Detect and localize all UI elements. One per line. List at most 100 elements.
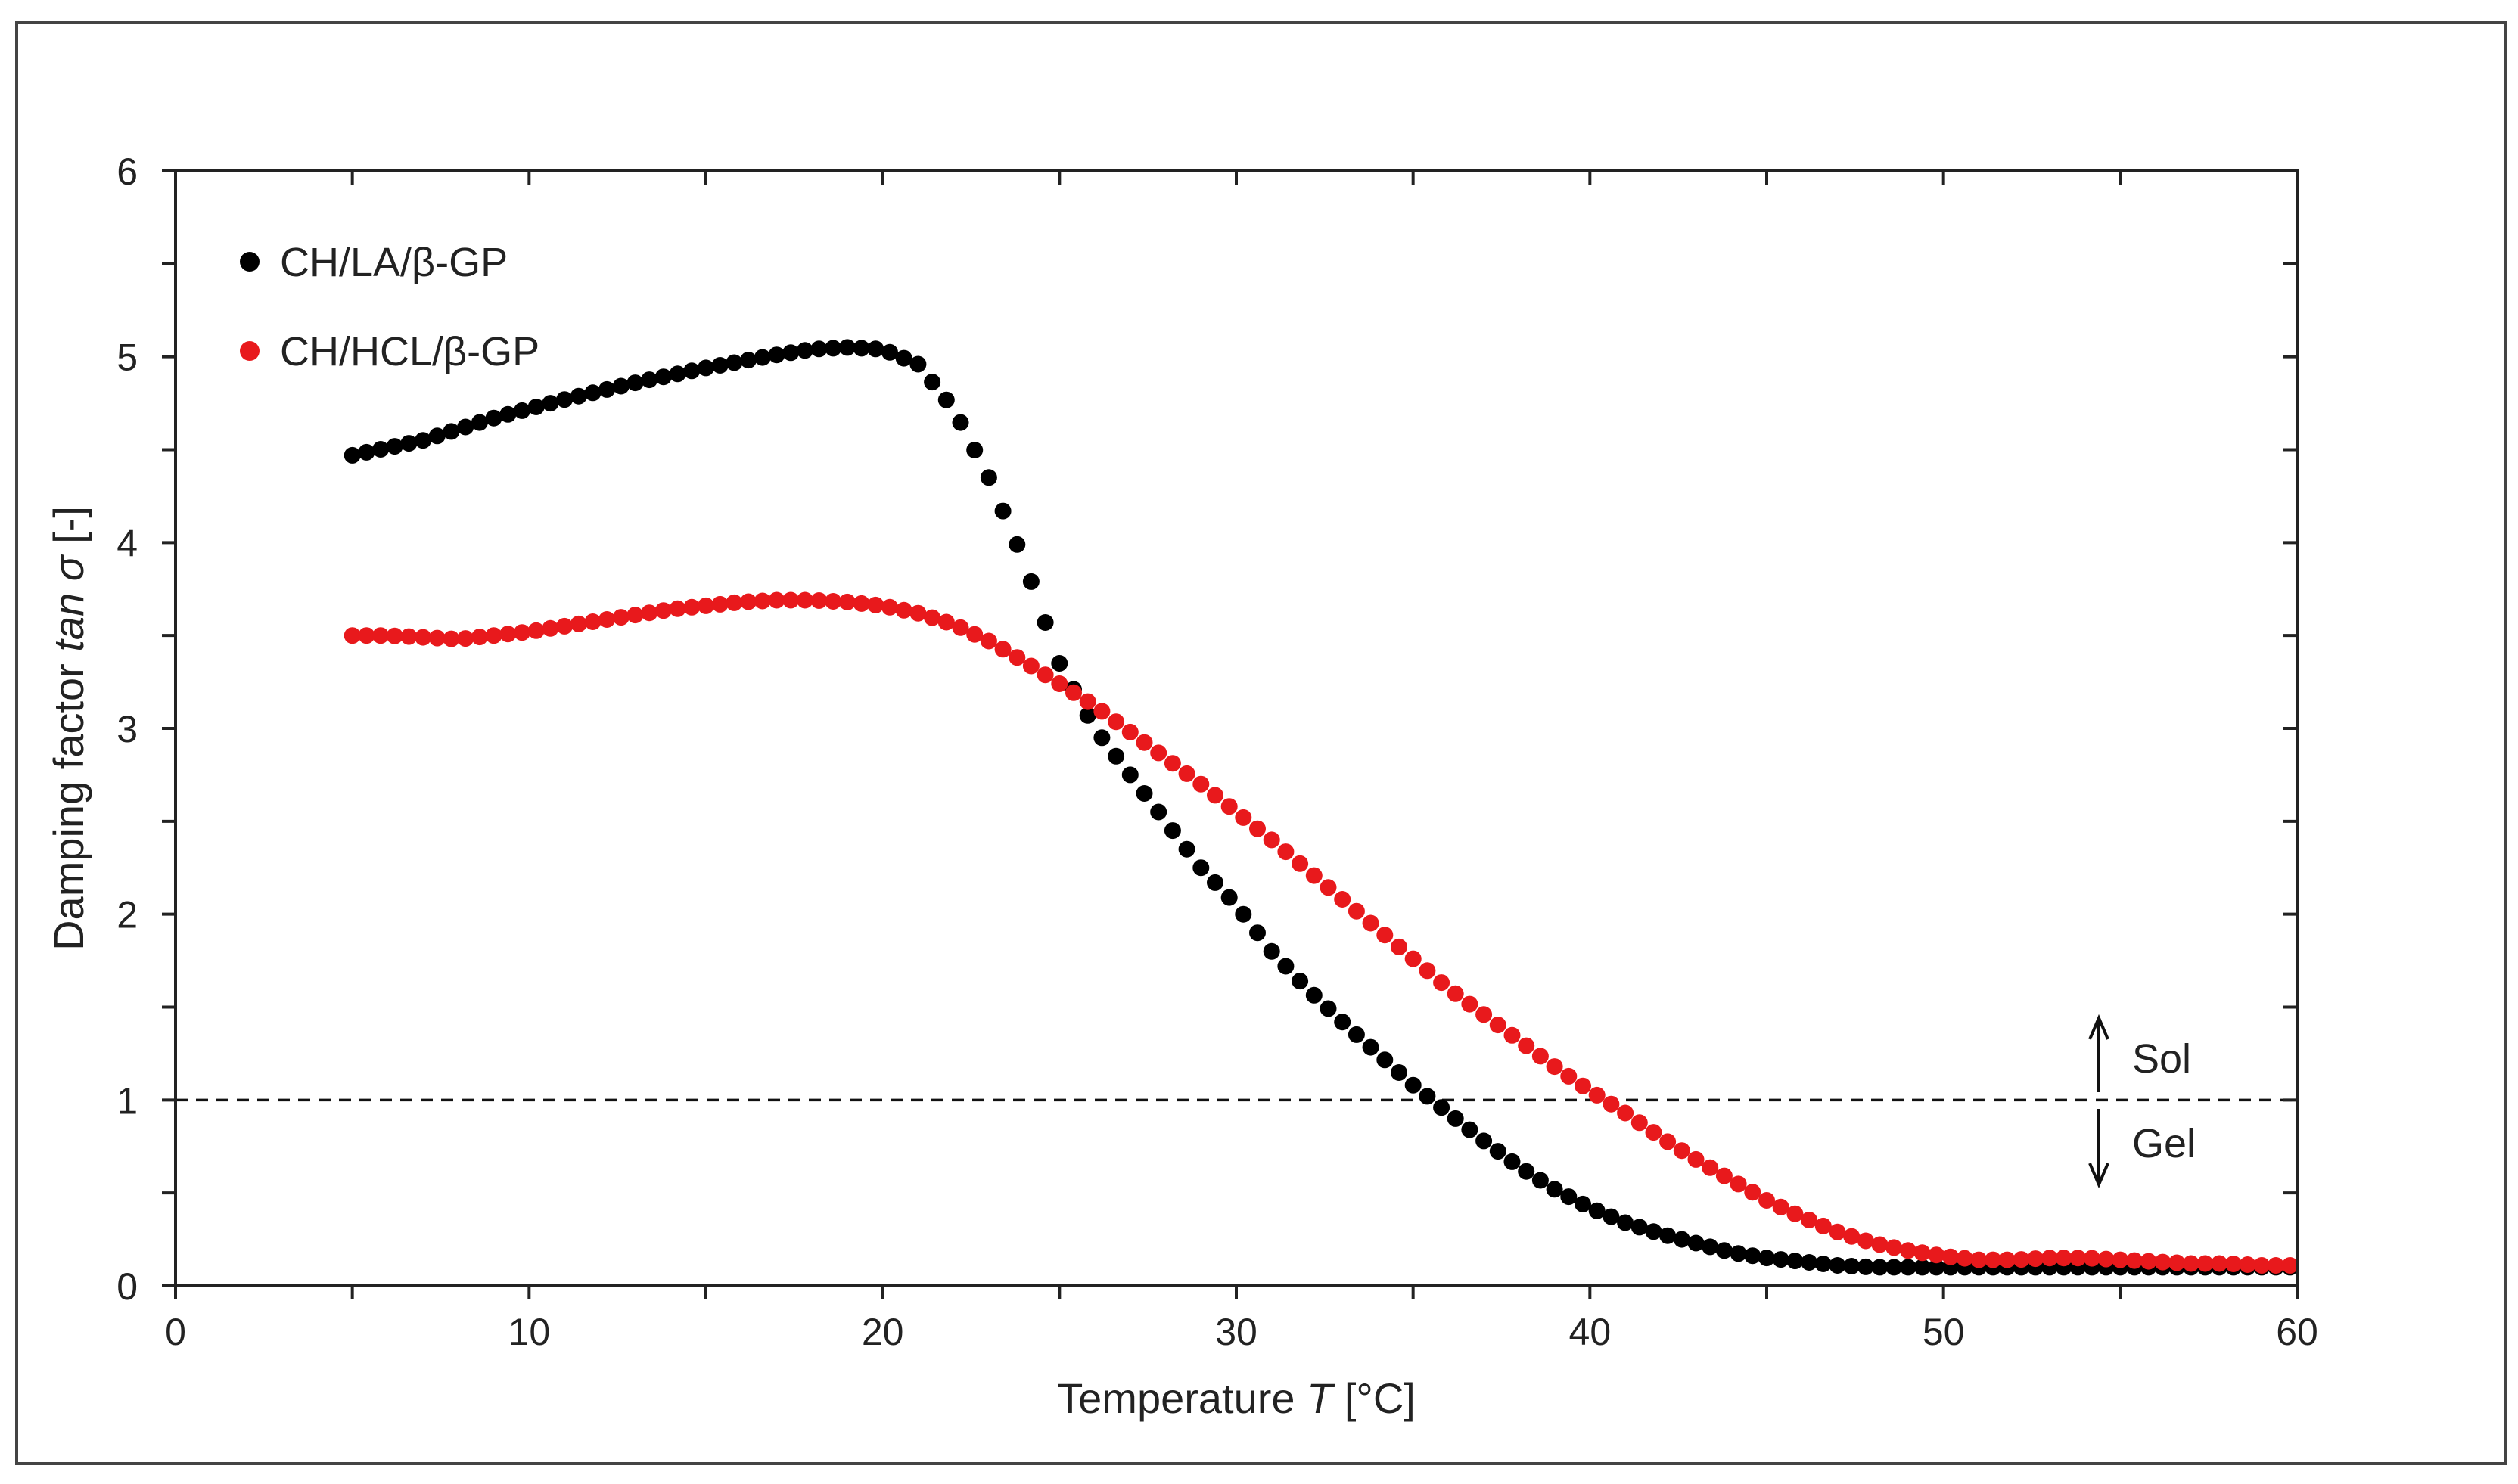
data-point (1630, 1219, 1648, 1236)
data-point (1305, 986, 1323, 1004)
data-point (584, 384, 602, 402)
data-point (726, 354, 743, 371)
data-point (768, 591, 785, 609)
y-axis-title: Damping factor tan σ [-] (45, 506, 92, 951)
data-point (358, 627, 375, 644)
data-point (1277, 843, 1295, 861)
data-point (612, 609, 630, 626)
data-point (909, 604, 927, 622)
data-point (1404, 1076, 1422, 1094)
data-point (372, 441, 390, 458)
data-point (1334, 1014, 1351, 1031)
data-point (1164, 755, 1181, 772)
data-point (1164, 822, 1181, 840)
data-point (428, 427, 446, 445)
data-point (1786, 1253, 1804, 1270)
data-point (2224, 1256, 2242, 1272)
data-point (895, 349, 912, 367)
data-point (1829, 1257, 1846, 1274)
data-point (1404, 950, 1422, 967)
data-point (853, 595, 870, 612)
data-point (1292, 973, 1309, 990)
data-point (1531, 1048, 1549, 1065)
data-point (1546, 1181, 1563, 1198)
data-point (1447, 985, 1464, 1002)
data-point (1009, 649, 1026, 666)
data-point (1391, 938, 1407, 955)
data-point (810, 592, 828, 609)
data-point (556, 391, 574, 408)
data-point (1715, 1242, 1733, 1259)
data-point (1178, 840, 1195, 858)
data-point (1263, 942, 1280, 960)
data-point (768, 346, 785, 364)
data-point (937, 613, 955, 631)
data-point (1857, 1258, 1874, 1275)
data-point (641, 604, 658, 622)
data-point (1489, 1017, 1506, 1034)
y-tick-label: 1 (117, 1079, 138, 1122)
data-point (386, 627, 403, 644)
data-point (2154, 1253, 2171, 1271)
data-point (1348, 1026, 1365, 1043)
gel-label: Gel (2132, 1121, 2196, 1166)
data-point (1079, 706, 1096, 724)
data-point (471, 414, 488, 431)
data-point (1150, 744, 1167, 762)
data-point (358, 443, 375, 461)
legend-label: CH/HCL/β-GP (280, 329, 539, 374)
data-point (1871, 1259, 1888, 1276)
y-tick-label: 3 (117, 708, 138, 750)
data-point (1913, 1244, 1931, 1262)
data-point (683, 598, 701, 616)
x-tick-label: 0 (165, 1311, 186, 1353)
data-point (1928, 1246, 1945, 1264)
data-point (1235, 809, 1252, 826)
data-point (457, 630, 474, 647)
data-point (825, 340, 842, 357)
data-point (924, 609, 941, 626)
data-point (1249, 820, 1266, 837)
data-point (2182, 1255, 2199, 1272)
data-point (1220, 798, 1238, 815)
data-point (1121, 723, 1139, 740)
data-point (1108, 713, 1125, 731)
data-point (1814, 1217, 1832, 1234)
data-point (1772, 1251, 1789, 1268)
data-point (1843, 1258, 1861, 1274)
data-point (1433, 974, 1450, 992)
series-2 (344, 591, 2299, 1274)
data-point (2041, 1250, 2058, 1267)
data-point (1985, 1251, 2002, 1268)
data-point (1376, 1051, 1394, 1069)
data-point (1220, 889, 1238, 906)
data-point (1871, 1236, 1888, 1253)
data-point (584, 613, 602, 630)
data-point (2140, 1253, 2157, 1270)
data-point (1630, 1114, 1648, 1132)
data-point (428, 629, 446, 647)
data-point (400, 435, 418, 452)
y-tick-label: 2 (117, 894, 138, 936)
data-point (2196, 1255, 2214, 1272)
data-point (1489, 1143, 1506, 1160)
x-tick-label: 30 (1215, 1311, 1257, 1353)
data-point (1305, 867, 1323, 884)
data-point (1687, 1234, 1705, 1252)
data-point (542, 395, 559, 412)
data-point (443, 630, 460, 647)
data-point (796, 591, 813, 609)
series-1 (344, 339, 2299, 1276)
data-point (1376, 927, 1394, 944)
data-point (2281, 1257, 2299, 1274)
data-point (1277, 958, 1295, 975)
data-point (994, 641, 1012, 658)
data-point (1575, 1195, 1591, 1212)
x-tick-label: 50 (1923, 1311, 1965, 1353)
data-point (1758, 1250, 1775, 1267)
data-point (1673, 1142, 1690, 1160)
data-point (909, 355, 927, 373)
data-point (626, 374, 644, 392)
data-point (1970, 1251, 1988, 1268)
data-point (1192, 859, 1210, 877)
